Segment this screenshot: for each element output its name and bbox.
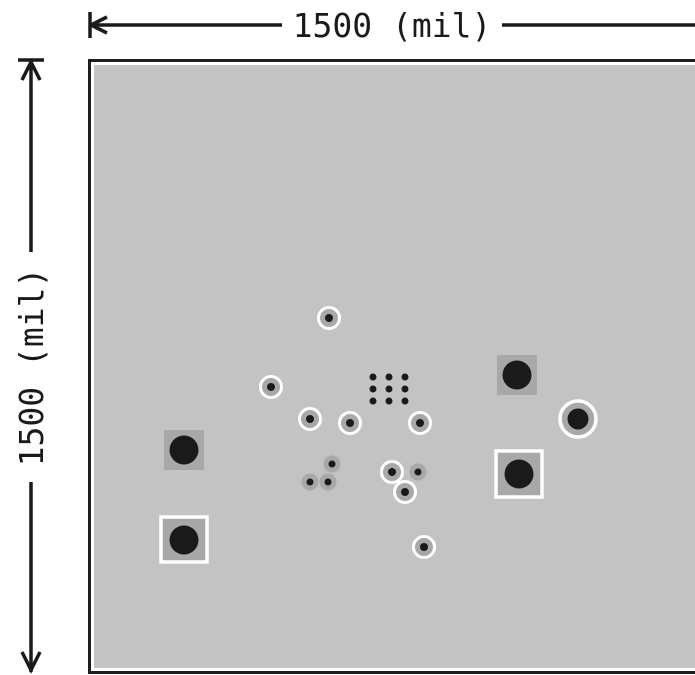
via-small: [409, 463, 427, 481]
vertical-dimension-arrow-top: [20, 58, 42, 81]
drill-hole: [169, 525, 199, 555]
horizontal-dimension-label: 1500 (mil): [293, 6, 492, 45]
drill-hole: [567, 408, 589, 430]
square-pads: [159, 355, 544, 564]
via: [259, 375, 283, 399]
via-small: [319, 473, 337, 491]
large-round-pad: [558, 399, 598, 439]
drill-hole: [169, 435, 199, 465]
square-pad-right-upper: [497, 355, 537, 395]
vertical-dimension-arrow-bottom: [20, 651, 42, 674]
drill-hole: [504, 459, 534, 489]
drill-hole: [502, 360, 532, 390]
thermal-via-grid: [369, 373, 409, 405]
via: [380, 460, 404, 484]
via: [393, 480, 417, 504]
via: [408, 411, 432, 435]
ringed-vias: [259, 306, 436, 559]
board: [88, 59, 695, 674]
via-small: [301, 473, 319, 491]
board-surface: [94, 65, 695, 668]
square-pad-left-upper: [164, 430, 204, 470]
via: [298, 407, 322, 431]
square-pad-right-lower: [494, 449, 544, 499]
via-small: [323, 455, 341, 473]
via: [412, 535, 436, 559]
horizontal-dimension: 1500 (mil): [88, 6, 695, 45]
via: [317, 306, 341, 330]
via: [338, 411, 362, 435]
vertical-dimension: 1500 (mil): [12, 58, 51, 674]
square-pad-left-lower: [159, 515, 209, 564]
small-vias: [301, 455, 427, 491]
vertical-dimension-label: 1500 (mil): [12, 268, 51, 467]
